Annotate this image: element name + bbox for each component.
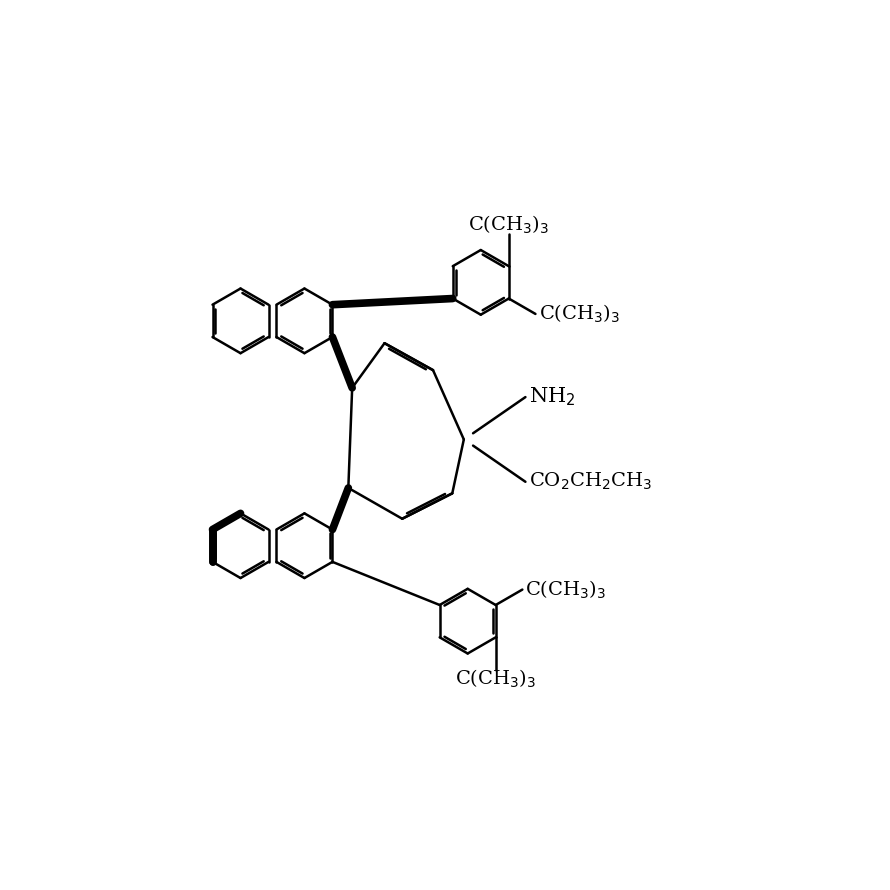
Text: C(CH$_3$)$_3$: C(CH$_3$)$_3$ xyxy=(525,578,607,601)
Text: C(CH$_3$)$_3$: C(CH$_3$)$_3$ xyxy=(538,303,619,325)
Text: NH$_2$: NH$_2$ xyxy=(529,385,575,409)
Text: CO$_2$CH$_2$CH$_3$: CO$_2$CH$_2$CH$_3$ xyxy=(529,471,651,492)
Text: C(CH$_3$)$_3$: C(CH$_3$)$_3$ xyxy=(455,668,537,690)
Text: C(CH$_3$)$_3$: C(CH$_3$)$_3$ xyxy=(468,214,549,236)
